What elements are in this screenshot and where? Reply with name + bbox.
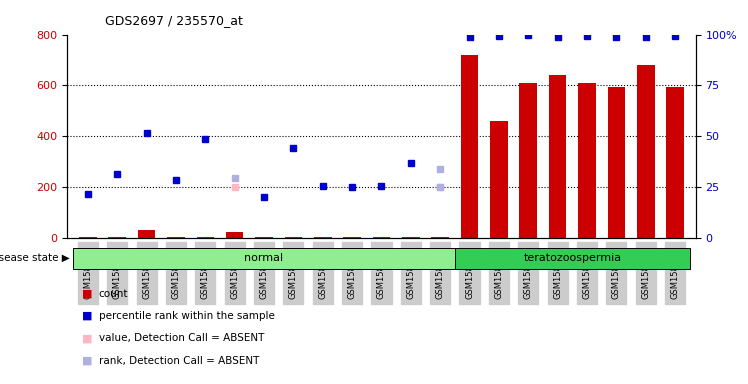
Bar xyxy=(79,237,96,238)
Bar xyxy=(490,121,508,238)
Bar xyxy=(314,237,331,238)
Bar xyxy=(284,237,302,238)
Bar xyxy=(578,83,596,238)
Text: ■: ■ xyxy=(82,311,93,321)
Bar xyxy=(666,87,684,238)
Text: rank, Detection Call = ABSENT: rank, Detection Call = ABSENT xyxy=(99,356,259,366)
Text: value, Detection Call = ABSENT: value, Detection Call = ABSENT xyxy=(99,333,264,343)
Text: disease state ▶: disease state ▶ xyxy=(0,253,70,263)
Bar xyxy=(226,232,244,238)
Bar xyxy=(108,237,126,238)
Bar xyxy=(549,75,566,238)
Text: normal: normal xyxy=(245,253,283,263)
Bar xyxy=(461,55,479,238)
Text: ■: ■ xyxy=(82,356,93,366)
Bar xyxy=(432,237,449,238)
Text: percentile rank within the sample: percentile rank within the sample xyxy=(99,311,275,321)
Bar xyxy=(138,230,156,238)
Bar xyxy=(607,87,625,238)
Text: ■: ■ xyxy=(82,289,93,299)
Bar xyxy=(402,237,420,238)
Bar xyxy=(197,237,214,238)
Bar xyxy=(373,237,390,238)
Text: ■: ■ xyxy=(82,333,93,343)
Bar xyxy=(167,237,185,238)
Text: count: count xyxy=(99,289,128,299)
Bar xyxy=(519,83,537,238)
Bar xyxy=(255,237,273,238)
Text: GDS2697 / 235570_at: GDS2697 / 235570_at xyxy=(105,14,242,27)
Bar xyxy=(343,237,361,238)
Text: teratozoospermia: teratozoospermia xyxy=(524,253,622,263)
Bar xyxy=(637,65,654,238)
